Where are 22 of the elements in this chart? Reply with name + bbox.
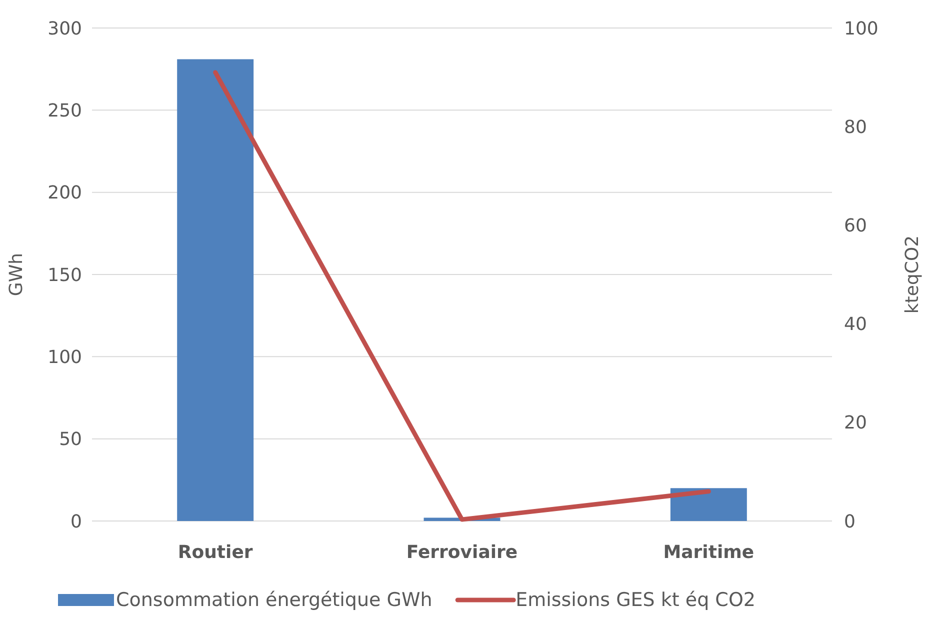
y2-tick-label: 100 bbox=[844, 18, 878, 40]
y-tick-label: 200 bbox=[48, 182, 82, 204]
x-tick-label: Ferroviaire bbox=[406, 542, 518, 563]
y2-tick-label: 0 bbox=[844, 511, 856, 532]
x-tick-label: Routier bbox=[178, 542, 253, 563]
y-tick-label: 50 bbox=[59, 429, 82, 450]
x-tick-label: Maritime bbox=[663, 542, 754, 563]
y-axis-title: GWh bbox=[6, 252, 27, 296]
bar bbox=[177, 59, 254, 521]
y2-tick-label: 80 bbox=[844, 116, 867, 138]
y-tick-label: 150 bbox=[48, 264, 82, 286]
y-tick-label: 0 bbox=[70, 511, 82, 532]
y-tick-label: 250 bbox=[48, 100, 82, 122]
y2-axis-title: kteqCO2 bbox=[902, 235, 923, 314]
y-tick-label: 300 bbox=[48, 18, 82, 40]
y2-tick-label: 20 bbox=[844, 412, 867, 434]
bar bbox=[670, 488, 747, 521]
y2-tick-label: 40 bbox=[844, 314, 867, 336]
y-tick-label: 100 bbox=[48, 346, 82, 368]
legend-label: Emissions GES kt éq CO2 bbox=[516, 589, 756, 611]
y2-tick-label: 60 bbox=[844, 216, 867, 236]
legend-label: Consommation énergétique GWh bbox=[116, 589, 432, 611]
